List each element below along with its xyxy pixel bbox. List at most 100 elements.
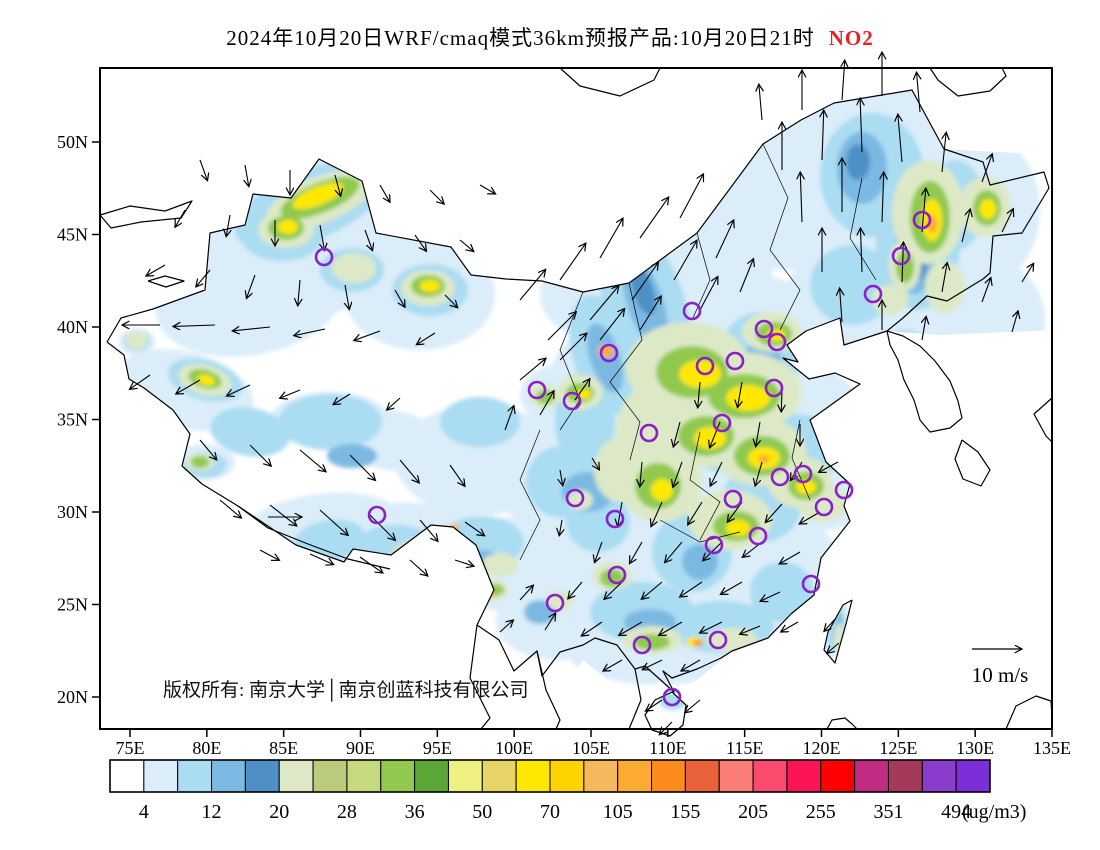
wind-arrow bbox=[499, 620, 513, 633]
colorbar-label: 70 bbox=[540, 801, 560, 823]
city-marker bbox=[725, 351, 745, 371]
wind-arrow bbox=[759, 84, 762, 121]
colorbar-segment bbox=[143, 759, 179, 793]
wind-arrow bbox=[645, 699, 663, 711]
colorbar-segment bbox=[684, 759, 720, 793]
wind-arrow bbox=[659, 621, 683, 636]
city-marker bbox=[754, 319, 774, 339]
concentration-blob bbox=[726, 520, 750, 536]
x-tick-label: 125E bbox=[879, 738, 917, 758]
wind-arrow bbox=[479, 184, 496, 194]
outline-myanmar2 bbox=[536, 650, 561, 730]
wind-arrow bbox=[688, 501, 703, 525]
concentration-blob bbox=[278, 220, 298, 234]
wind-arrow bbox=[173, 325, 216, 326]
wind-arrow bbox=[359, 556, 383, 573]
outline-corner_island bbox=[1005, 695, 1053, 730]
wind-arrow bbox=[298, 279, 300, 306]
x-tick-label: 85E bbox=[269, 738, 298, 758]
wind-arrow bbox=[335, 174, 341, 196]
wind-arrow bbox=[631, 262, 658, 301]
wind-arrow bbox=[680, 581, 703, 597]
wind-arrow bbox=[299, 449, 326, 472]
wind-arrow bbox=[651, 501, 663, 527]
wind-arrow bbox=[429, 189, 444, 204]
species-label: NO2 bbox=[828, 26, 874, 50]
wind-arrow bbox=[199, 159, 208, 181]
concentration-blob bbox=[796, 480, 816, 494]
colorbar-unit: (ug/m3) bbox=[962, 801, 1026, 823]
wind-arrow bbox=[822, 110, 824, 161]
colorbar-segment bbox=[177, 759, 213, 793]
wind-arrow bbox=[539, 391, 554, 416]
province-line bbox=[559, 291, 584, 431]
outline-issykkul bbox=[147, 275, 185, 288]
concentration-blob bbox=[191, 456, 209, 468]
outline-kyushu bbox=[954, 439, 991, 487]
colorbar-segment bbox=[109, 759, 145, 793]
colorbar-segment bbox=[718, 759, 754, 793]
wind-arrow bbox=[922, 188, 926, 233]
colorbar-segment bbox=[211, 759, 246, 793]
colorbar-segment bbox=[414, 759, 449, 793]
wind-arrow bbox=[414, 234, 426, 251]
x-tick-label: 115E bbox=[726, 738, 763, 758]
city-marker bbox=[814, 497, 834, 517]
wind-arrow bbox=[961, 209, 970, 243]
wind-arrow bbox=[320, 224, 325, 251]
wind-arrow bbox=[942, 132, 946, 173]
colorbar-label: 255 bbox=[806, 801, 836, 823]
concentration-blob bbox=[586, 323, 624, 393]
concentration-blob bbox=[292, 182, 344, 210]
wind-arrow bbox=[369, 514, 395, 540]
x-tick-label: 120E bbox=[802, 738, 840, 758]
concentration-blob bbox=[693, 640, 703, 646]
wind-arrow bbox=[685, 699, 701, 713]
city-marker bbox=[605, 509, 625, 529]
city-marker bbox=[863, 284, 883, 304]
wind-arrow bbox=[199, 439, 217, 460]
wind-arrow bbox=[642, 659, 663, 670]
province-boundaries bbox=[519, 143, 877, 561]
colorbar-segment bbox=[887, 759, 923, 793]
colorbar-segment bbox=[346, 759, 382, 793]
colorbar-segment bbox=[380, 759, 416, 793]
wind-arrow bbox=[449, 464, 465, 486]
wind-arrow bbox=[1011, 311, 1018, 333]
city-marker bbox=[662, 687, 682, 707]
wind-arrow bbox=[226, 384, 251, 396]
concentration-blob bbox=[651, 479, 673, 501]
province-line bbox=[849, 177, 877, 281]
colorbar-segment bbox=[515, 759, 551, 793]
city-marker bbox=[682, 301, 702, 321]
colorbar-segment bbox=[786, 759, 822, 793]
colorbar-segment bbox=[651, 759, 686, 793]
y-tick-label: 30N bbox=[57, 502, 88, 522]
y-tick-label: 25N bbox=[57, 595, 88, 615]
wind-arrow bbox=[800, 172, 802, 223]
wind-arrow bbox=[560, 469, 563, 486]
wind-arrow bbox=[898, 114, 902, 163]
colorbar-segment bbox=[244, 759, 280, 793]
wind-arrow bbox=[594, 541, 603, 563]
colorbar-label: 494 bbox=[941, 801, 971, 823]
colorbar: 4 12 20 28 36 50 70 105 155 205 255 351 494 bbox=[109, 759, 991, 823]
wind-arrow bbox=[779, 551, 801, 564]
copyright-text: 版权所有: 南京大学│南京创蓝科技有限公司 bbox=[163, 678, 529, 702]
wind-arrow bbox=[710, 461, 723, 486]
wind-arrow bbox=[827, 642, 840, 653]
city-marker bbox=[708, 630, 728, 650]
concentration-blob bbox=[197, 374, 215, 386]
concentration-blob bbox=[546, 590, 574, 610]
x-tick-label: 80E bbox=[192, 738, 221, 758]
x-tick-label: 90E bbox=[346, 738, 375, 758]
concentration-blob bbox=[440, 397, 520, 447]
wind-arrow bbox=[464, 521, 485, 536]
wind-arrow bbox=[755, 461, 763, 486]
map-frame bbox=[99, 67, 1053, 730]
concentration-blob bbox=[846, 144, 870, 180]
outline-balkhash bbox=[99, 200, 193, 229]
wind-arrow bbox=[519, 585, 533, 601]
x-tick-label: 100E bbox=[495, 738, 533, 758]
y-tick-label: 20N bbox=[57, 687, 88, 707]
